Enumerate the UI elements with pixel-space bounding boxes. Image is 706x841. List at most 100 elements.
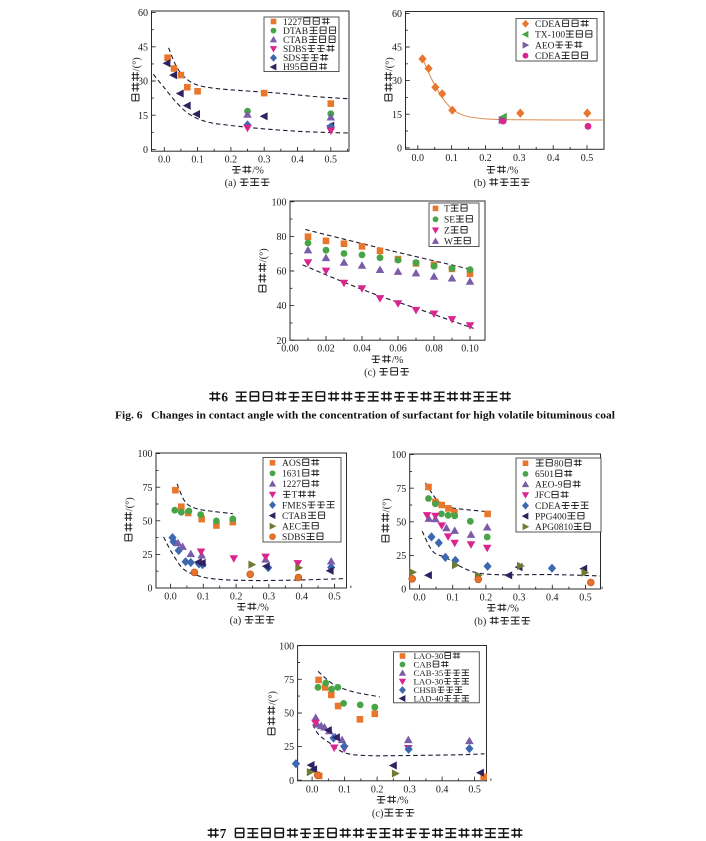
svg-text:60: 60 [392,9,402,20]
svg-text:0.2: 0.2 [480,593,493,604]
svg-text:/(°): /(°) [125,497,136,512]
svg-text:/%: /% [507,166,519,177]
svg-text:0: 0 [143,145,148,156]
svg-text:60: 60 [138,8,148,19]
svg-text:/(°): /(°) [132,57,143,72]
svg-text:0.3: 0.3 [513,153,526,164]
svg-text:0.4: 0.4 [546,593,559,604]
svg-text:6: 6 [221,390,228,405]
svg-text:/(°): /(°) [259,248,270,263]
svg-text:W: W [444,237,453,247]
svg-text:(a): (a) [225,178,237,189]
svg-text:/%: /% [252,166,264,177]
svg-text:Z: Z [444,226,450,236]
svg-text:100: 100 [272,197,287,208]
svg-text:CAB: CAB [414,660,432,670]
svg-text:45: 45 [138,42,148,53]
svg-text:0.00: 0.00 [281,344,299,355]
svg-text:0.4: 0.4 [291,155,304,166]
svg-text:0.02: 0.02 [317,344,335,355]
svg-text:Fig. 6 Changes in contact an: Fig. 6 Changes in contact angle with the… [115,410,615,422]
svg-text:CTAB: CTAB [282,512,307,522]
svg-text:0: 0 [289,776,294,787]
svg-text:0.0: 0.0 [164,592,177,603]
svg-text:T: T [444,205,450,215]
svg-text:75: 75 [284,675,294,686]
svg-text:0.1: 0.1 [197,592,210,603]
svg-text:1227: 1227 [283,18,302,28]
svg-text:40: 40 [277,301,287,312]
svg-text:0.3: 0.3 [513,593,526,604]
svg-text:SDBS: SDBS [283,45,307,55]
svg-text:LAD-40: LAD-40 [414,694,444,704]
svg-text:/(°): /(°) [385,57,396,72]
svg-text:(b): (b) [474,617,487,628]
svg-text:15: 15 [392,110,402,121]
svg-text:/%: /% [397,796,409,807]
svg-text:20: 20 [277,336,287,347]
svg-text:0.5: 0.5 [328,592,341,603]
svg-text:80: 80 [277,232,287,243]
svg-text:T: T [292,491,298,501]
svg-text:0.4: 0.4 [547,153,560,164]
svg-text:DTAB: DTAB [283,27,308,37]
svg-text:APG0810: APG0810 [535,523,573,533]
svg-text:1227: 1227 [282,480,301,490]
svg-text:0.1: 0.1 [445,153,458,164]
svg-text:0.0: 0.0 [306,784,319,795]
svg-text:0.0: 0.0 [412,153,425,164]
svg-text:0.0: 0.0 [158,155,171,166]
svg-text:H95: H95 [283,63,300,73]
svg-text:SE: SE [444,216,455,226]
svg-text:AEC: AEC [282,522,301,532]
svg-text:0.3: 0.3 [403,784,416,795]
svg-text:(c): (c) [372,809,384,820]
svg-text:/%: /% [507,604,519,615]
svg-text:7: 7 [220,826,227,841]
svg-text:0.4: 0.4 [295,592,308,603]
svg-text:25: 25 [284,742,294,753]
svg-text:FMES: FMES [282,501,307,511]
svg-text:/(°): /(°) [268,690,279,705]
svg-text:CDEA: CDEA [535,502,561,512]
svg-text:/%: /% [257,603,269,614]
svg-text:0.1: 0.1 [446,593,459,604]
svg-text:LAO-30: LAO-30 [414,651,444,661]
svg-text:30: 30 [138,77,148,88]
svg-text:/%: /% [392,355,404,366]
svg-text:CHSB: CHSB [414,685,437,695]
svg-text:0.2: 0.2 [479,153,492,164]
svg-text:6501: 6501 [535,470,554,480]
svg-text:0.1: 0.1 [191,155,204,166]
svg-text:100: 100 [279,641,294,652]
svg-text:0: 0 [148,584,153,595]
svg-text:50: 50 [284,709,294,720]
svg-text:25: 25 [396,551,406,562]
svg-text:0.10: 0.10 [461,344,479,355]
svg-text:0.4: 0.4 [436,784,449,795]
svg-text:TX-100: TX-100 [535,31,565,41]
svg-text:0.08: 0.08 [425,344,443,355]
svg-text:0.5: 0.5 [325,155,338,166]
svg-text:CAB-35: CAB-35 [414,668,444,678]
svg-text:0: 0 [397,143,402,154]
svg-text:(b): (b) [474,178,487,189]
svg-text:(a): (a) [230,616,242,627]
svg-text:0.1: 0.1 [338,784,351,795]
svg-text:LAO-30: LAO-30 [414,677,444,687]
svg-text:45: 45 [392,43,402,54]
svg-text:1631: 1631 [282,470,301,480]
svg-text:CDEA: CDEA [535,20,561,30]
svg-text:AEO: AEO [535,41,555,51]
svg-text:75: 75 [396,484,406,495]
svg-text:SDS: SDS [283,54,300,64]
svg-text:50: 50 [396,517,406,528]
svg-text:CDEA: CDEA [535,52,561,62]
svg-text:SDBS: SDBS [282,533,306,543]
svg-text:0.04: 0.04 [353,344,371,355]
svg-text:(c): (c) [364,368,376,379]
svg-text:60: 60 [277,267,287,278]
svg-text:25: 25 [143,550,153,561]
svg-text:0.0: 0.0 [413,593,426,604]
svg-text:30: 30 [392,76,402,87]
